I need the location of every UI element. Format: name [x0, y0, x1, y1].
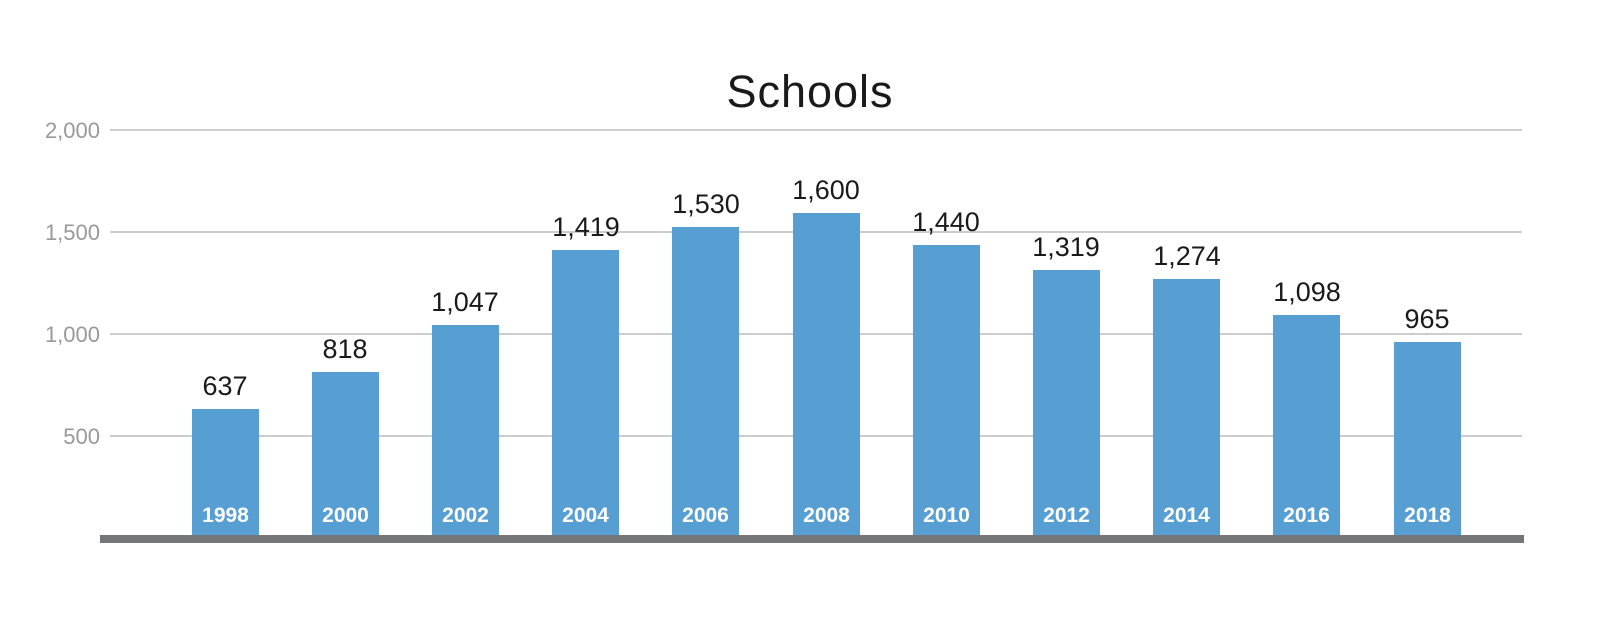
- gridline-2000: [110, 129, 1522, 131]
- bar-value-label: 1,319: [1032, 232, 1100, 262]
- bar-2018: 2018: [1394, 342, 1461, 535]
- bar-value-label: 637: [202, 371, 248, 401]
- plot-area: 500 1,000 1,500 2,000 1998 637 2000 818 2002 1,04…: [45, 118, 1524, 543]
- bar-2004: 2004: [552, 250, 619, 535]
- x-axis-category-label: 2000: [322, 504, 369, 527]
- bar-value-label: 1,047: [431, 287, 499, 317]
- y-axis-tick-label: 1,000: [44, 322, 100, 347]
- bar-value-label: 818: [322, 334, 368, 364]
- x-axis-baseline: [100, 535, 1524, 543]
- bar-1998: 1998: [192, 409, 259, 535]
- bar-2012: 2012: [1033, 270, 1100, 535]
- bar-value-label: 1,419: [552, 212, 620, 242]
- x-axis-category-label: 2006: [682, 504, 729, 527]
- x-axis-category-label: 2008: [803, 504, 850, 527]
- x-axis-category-label: 2014: [1163, 504, 1210, 527]
- bar-value-label: 1,274: [1153, 241, 1221, 271]
- bar-2010: 2010: [913, 245, 980, 535]
- x-axis-category-label: 2018: [1404, 504, 1451, 527]
- bar-2002: 2002: [432, 325, 499, 535]
- bar-value-label: 965: [1404, 304, 1450, 334]
- x-axis-category-label: 2004: [562, 504, 609, 527]
- y-axis-tick-label: 2,000: [44, 118, 100, 143]
- chart-title: Schools: [726, 66, 894, 117]
- x-axis-category-label: 2010: [923, 504, 970, 527]
- bar-value-label: 1,530: [672, 189, 740, 219]
- bar-2000: 2000: [312, 372, 379, 535]
- bar-value-label: 1,600: [792, 175, 860, 205]
- bar-value-label: 1,440: [912, 207, 980, 237]
- bar-2006: 2006: [672, 227, 739, 535]
- x-axis-category-label: 1998: [202, 504, 249, 527]
- bar-value-label: 1,098: [1273, 277, 1341, 307]
- x-axis-category-label: 2012: [1043, 504, 1090, 527]
- y-axis-tick-label: 1,500: [44, 220, 100, 245]
- y-axis-tick-label: 500: [63, 424, 100, 449]
- bar-2014: 2014: [1153, 279, 1220, 535]
- x-axis-category-label: 2002: [442, 504, 489, 527]
- bar-2008: 2008: [793, 213, 860, 535]
- bar-2016: 2016: [1273, 315, 1340, 535]
- x-axis-category-label: 2016: [1283, 504, 1330, 527]
